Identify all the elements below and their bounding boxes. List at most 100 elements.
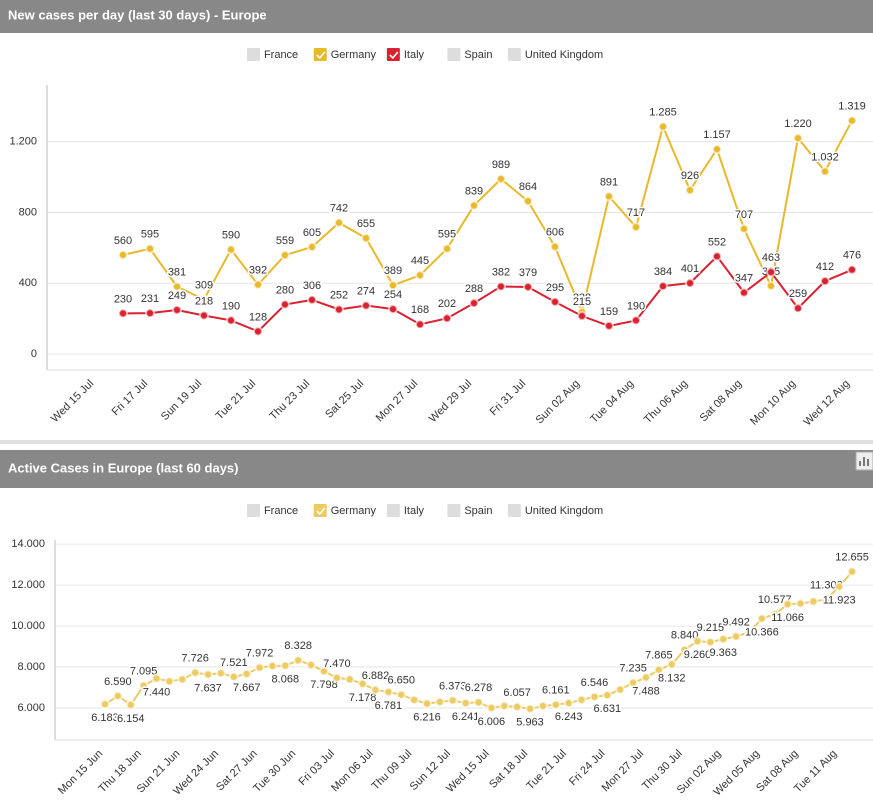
- data-point[interactable]: [712, 144, 722, 155]
- data-point[interactable]: [199, 294, 209, 305]
- legend-label[interactable]: Italy: [404, 49, 425, 61]
- data-point[interactable]: [469, 200, 479, 211]
- data-point[interactable]: [473, 697, 484, 708]
- data-point[interactable]: [631, 315, 641, 326]
- data-point[interactable]: [334, 304, 344, 315]
- data-point[interactable]: [712, 251, 722, 262]
- legend-checkbox[interactable]: [507, 504, 521, 517]
- data-point[interactable]: [602, 690, 613, 701]
- data-point[interactable]: [199, 310, 209, 321]
- data-point[interactable]: [525, 703, 536, 714]
- data-point[interactable]: [469, 298, 479, 309]
- data-point[interactable]: [705, 637, 716, 648]
- legend-checkbox[interactable]: [447, 48, 461, 61]
- data-point[interactable]: [496, 173, 506, 184]
- data-point[interactable]: [496, 281, 506, 292]
- data-point[interactable]: [744, 627, 754, 638]
- data-point[interactable]: [409, 694, 420, 705]
- data-point[interactable]: [631, 222, 641, 233]
- data-point[interactable]: [523, 281, 533, 292]
- data-point[interactable]: [658, 121, 668, 132]
- data-point[interactable]: [847, 115, 857, 126]
- legend-checkbox[interactable]: [447, 504, 461, 517]
- data-point[interactable]: [577, 311, 587, 322]
- data-point[interactable]: [344, 674, 355, 685]
- data-point[interactable]: [422, 698, 432, 709]
- data-point[interactable]: [145, 243, 155, 254]
- data-point[interactable]: [280, 660, 291, 671]
- data-point[interactable]: [226, 244, 236, 255]
- legend-label[interactable]: Germany: [331, 505, 377, 517]
- data-point[interactable]: [267, 661, 278, 672]
- data-point[interactable]: [434, 696, 445, 707]
- legend-checkbox[interactable]: [386, 504, 400, 517]
- data-point[interactable]: [666, 659, 677, 670]
- data-point[interactable]: [576, 694, 587, 705]
- data-point[interactable]: [537, 700, 548, 711]
- data-point[interactable]: [808, 596, 819, 607]
- legend-checkbox[interactable]: [246, 48, 260, 61]
- data-point[interactable]: [415, 319, 425, 330]
- data-point[interactable]: [550, 699, 561, 710]
- data-point[interactable]: [388, 304, 398, 315]
- data-point[interactable]: [253, 326, 263, 337]
- data-point[interactable]: [756, 613, 767, 624]
- data-point[interactable]: [769, 609, 780, 620]
- data-point[interactable]: [203, 669, 214, 680]
- data-point[interactable]: [685, 278, 695, 289]
- data-point[interactable]: [442, 313, 452, 324]
- data-point[interactable]: [151, 673, 162, 684]
- data-point[interactable]: [396, 689, 407, 700]
- data-point[interactable]: [415, 270, 425, 281]
- data-point[interactable]: [226, 315, 236, 326]
- data-point[interactable]: [820, 276, 830, 287]
- data-point[interactable]: [793, 303, 803, 314]
- data-point[interactable]: [628, 677, 639, 688]
- data-point[interactable]: [177, 674, 188, 685]
- data-point[interactable]: [383, 687, 394, 698]
- legend-label[interactable]: United Kingdom: [525, 505, 603, 517]
- data-point[interactable]: [357, 678, 368, 689]
- data-point[interactable]: [766, 267, 776, 278]
- legend-checkbox[interactable]: [507, 48, 521, 61]
- data-point[interactable]: [125, 699, 136, 710]
- data-point[interactable]: [795, 598, 806, 609]
- legend-label[interactable]: Germany: [331, 49, 377, 61]
- data-point[interactable]: [253, 279, 263, 290]
- data-point[interactable]: [766, 280, 776, 291]
- data-point[interactable]: [718, 634, 729, 645]
- data-point[interactable]: [280, 299, 290, 310]
- data-point[interactable]: [293, 655, 304, 666]
- data-point[interactable]: [653, 664, 664, 675]
- data-point[interactable]: [793, 133, 803, 144]
- data-point[interactable]: [739, 223, 749, 234]
- data-point[interactable]: [782, 599, 793, 610]
- data-point[interactable]: [172, 281, 182, 292]
- data-point[interactable]: [847, 264, 857, 275]
- data-point[interactable]: [190, 667, 201, 678]
- data-point[interactable]: [731, 631, 742, 642]
- legend-label[interactable]: France: [264, 49, 298, 61]
- legend-checkbox[interactable]: [246, 504, 260, 517]
- data-point[interactable]: [550, 241, 560, 252]
- data-point[interactable]: [361, 233, 371, 244]
- data-point[interactable]: [679, 644, 690, 655]
- data-point[interactable]: [447, 695, 458, 706]
- data-point[interactable]: [499, 700, 510, 711]
- data-point[interactable]: [228, 671, 239, 682]
- data-point[interactable]: [550, 296, 560, 307]
- legend-label[interactable]: Italy: [404, 505, 425, 517]
- data-point[interactable]: [834, 581, 845, 592]
- data-point[interactable]: [388, 280, 398, 291]
- legend-checkbox[interactable]: [313, 504, 327, 517]
- data-point[interactable]: [118, 308, 128, 319]
- data-point[interactable]: [563, 698, 574, 709]
- data-point[interactable]: [658, 281, 668, 292]
- data-point[interactable]: [280, 250, 290, 261]
- data-point[interactable]: [821, 594, 832, 605]
- data-point[interactable]: [442, 243, 452, 254]
- data-point[interactable]: [307, 294, 317, 305]
- data-point[interactable]: [254, 662, 265, 673]
- legend-checkbox[interactable]: [313, 48, 327, 61]
- data-point[interactable]: [820, 166, 830, 177]
